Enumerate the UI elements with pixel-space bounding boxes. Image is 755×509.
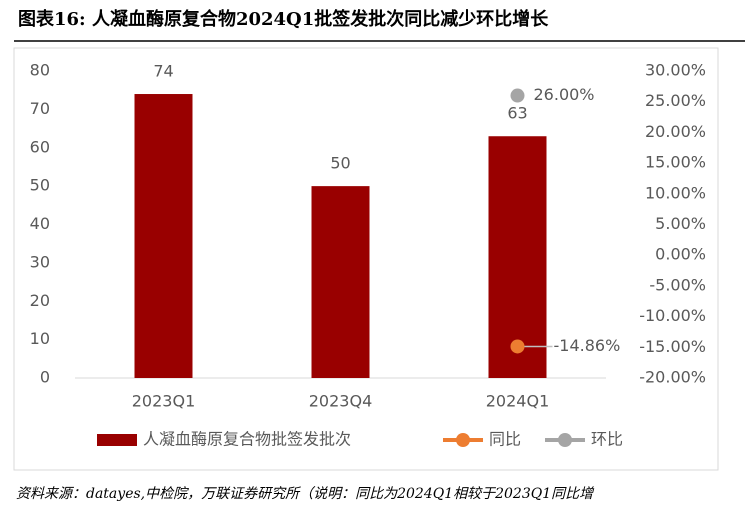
- y-tick-label: 60: [30, 137, 50, 156]
- point: [510, 339, 525, 354]
- chart-title: 图表16: 人凝血酶原复合物2024Q1批签发批次同比减少环比增长: [18, 8, 549, 30]
- x-tick-label: 2023Q4: [309, 392, 373, 411]
- y-tick-label: 20: [30, 291, 50, 310]
- chart-frame: [13, 47, 719, 471]
- y2-tick-label: -15.00%: [639, 337, 706, 356]
- bar: [134, 94, 193, 379]
- source-note: 资料来源：datayes,中检院，万联证券研究所（说明：同比为2024Q1相较于…: [16, 486, 595, 502]
- legend-marker: [558, 433, 572, 447]
- y-tick-label: 0: [40, 368, 50, 387]
- bar-value-label: 63: [507, 104, 527, 123]
- y-tick-label: 50: [30, 176, 50, 195]
- legend-marker: [456, 433, 470, 447]
- y2-tick-label: 20.00%: [645, 122, 706, 141]
- legend-swatch: [97, 434, 137, 446]
- legend-label: 同比: [489, 430, 521, 449]
- y-tick-label: 70: [30, 99, 50, 118]
- y-tick-label: 10: [30, 329, 50, 348]
- y2-tick-label: 25.00%: [645, 91, 706, 110]
- y2-tick-label: -5.00%: [649, 275, 706, 294]
- point-label: 26.00%: [534, 85, 595, 104]
- legend-label: 人凝血酶原复合物批签发批次: [143, 430, 351, 449]
- y-tick-label: 80: [30, 61, 50, 80]
- y2-tick-label: 15.00%: [645, 153, 706, 172]
- y2-tick-label: 10.00%: [645, 183, 706, 202]
- bar: [311, 186, 370, 378]
- legend-label: 环比: [591, 430, 623, 449]
- point-label: -14.86%: [554, 336, 621, 355]
- x-tick-label: 2023Q1: [132, 392, 196, 411]
- bar-value-label: 74: [153, 62, 173, 81]
- y2-tick-label: -10.00%: [639, 306, 706, 325]
- y2-tick-label: 0.00%: [655, 245, 706, 264]
- y-tick-label: 30: [30, 252, 50, 271]
- y2-tick-label: -20.00%: [639, 368, 706, 387]
- x-tick-label: 2024Q1: [486, 392, 550, 411]
- bar-value-label: 50: [330, 154, 350, 173]
- y2-tick-label: 5.00%: [655, 214, 706, 233]
- bar: [488, 136, 547, 378]
- point: [510, 88, 525, 103]
- y-tick-label: 40: [30, 214, 50, 233]
- y2-tick-label: 30.00%: [645, 61, 706, 80]
